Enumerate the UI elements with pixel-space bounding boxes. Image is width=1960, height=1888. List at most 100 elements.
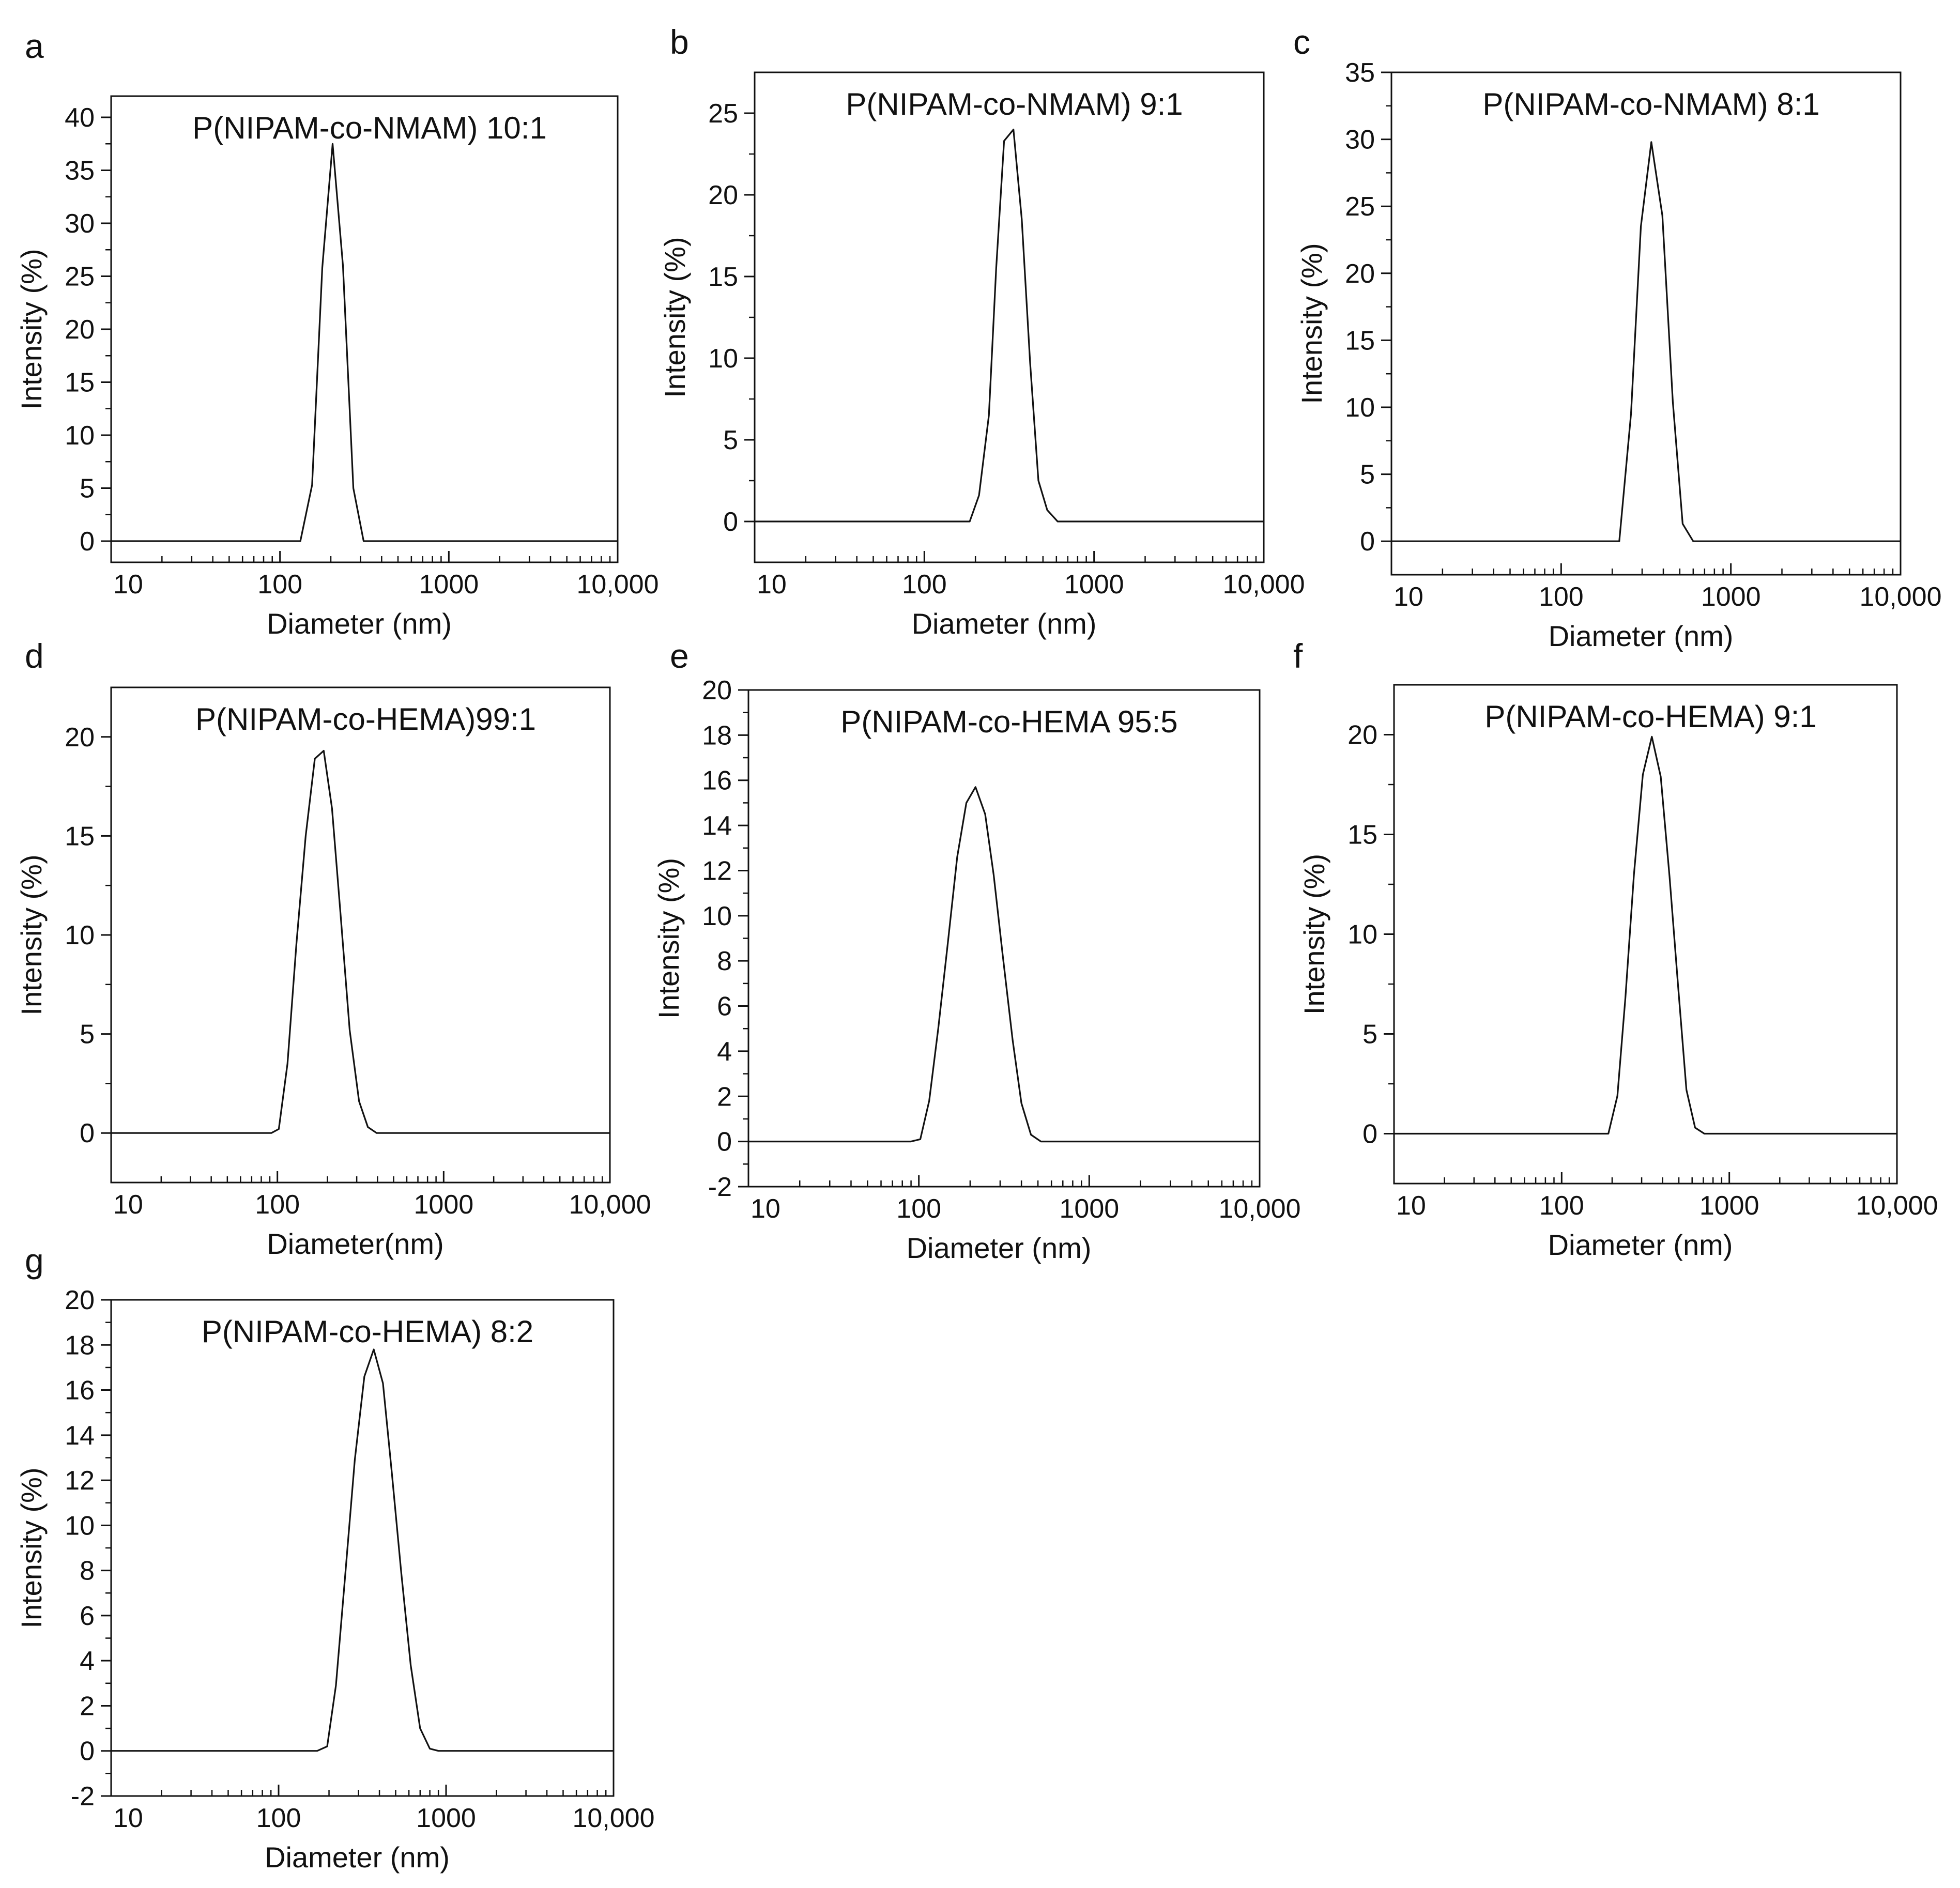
- y-tick-label: 2: [80, 1691, 95, 1721]
- y-tick-label: 40: [65, 103, 95, 133]
- x-tick-label: 1000: [414, 1190, 473, 1220]
- x-tick-label: 10,000: [1856, 1191, 1938, 1221]
- y-tick-label: 0: [1360, 527, 1375, 557]
- panel-e: e 10 100 1000 10,000 -2 0 2 4 6 8 10 12 14 16 18 20 Diame…: [652, 637, 1301, 1264]
- x-tick-label: 10: [1396, 1191, 1426, 1221]
- y-axis-title: Intensity (%): [15, 249, 48, 409]
- y-tick-label: 14: [702, 811, 732, 841]
- y-tick-label: 8: [80, 1556, 95, 1586]
- x-tick-label: 100: [1539, 582, 1584, 612]
- chart-title: P(NIPAM-co-HEMA) 8:2: [202, 1314, 533, 1349]
- y-tick-label: 18: [702, 720, 732, 750]
- x-tick-label: 10,000: [569, 1190, 651, 1220]
- y-tick-label: 20: [65, 1285, 95, 1315]
- y-tick-label: 12: [65, 1466, 95, 1496]
- x-tick-label: 10: [113, 570, 143, 600]
- chart-title: P(NIPAM-co-HEMA)99:1: [195, 702, 536, 736]
- x-axis-title: Diameter (nm): [1549, 620, 1734, 652]
- x-tick-label: 100: [257, 570, 302, 600]
- y-axis-title: Intensity (%): [1298, 854, 1330, 1015]
- y-tick-label: 30: [1345, 125, 1375, 155]
- x-tick-label: 10,000: [1859, 582, 1941, 612]
- panel-letter: a: [25, 27, 44, 65]
- series-line: [755, 129, 1264, 523]
- y-tick-label: 8: [717, 946, 732, 976]
- y-tick-label: 20: [1348, 720, 1377, 750]
- y-tick-label: 4: [80, 1646, 95, 1676]
- series-line: [111, 143, 618, 542]
- series-line: [1394, 735, 1897, 1135]
- y-tick-label: -2: [708, 1172, 732, 1202]
- y-tick-label: 25: [1345, 192, 1375, 222]
- y-tick-label: 15: [1345, 326, 1375, 356]
- y-axis-title: Intensity (%): [1295, 243, 1328, 404]
- x-tick-label: 1000: [419, 570, 479, 600]
- y-tick-label: 14: [65, 1421, 95, 1451]
- x-axis-title: Diameter (nm): [912, 607, 1097, 640]
- y-tick-label: 20: [65, 723, 95, 753]
- y-tick-label: 0: [80, 1118, 95, 1148]
- y-tick-label: 5: [80, 474, 95, 504]
- x-axis-title: Diameter (nm): [907, 1232, 1092, 1264]
- y-tick-label: 35: [1345, 58, 1375, 88]
- panel-letter: b: [670, 23, 689, 61]
- y-tick-label: 5: [1360, 460, 1375, 490]
- panel-letter: d: [25, 637, 44, 675]
- y-tick-label: 10: [65, 1511, 95, 1541]
- y-tick-label: 20: [708, 180, 738, 210]
- y-axis-title: Intensity (%): [652, 858, 685, 1019]
- panel-b: b 10 100 1000 10,000 0 5 10 15 20 25 Diameter (nm) I…: [659, 23, 1305, 640]
- y-tick-label: 0: [723, 507, 738, 537]
- series-line: [111, 1348, 614, 1752]
- y-tick-label: 12: [702, 856, 732, 886]
- y-tick-label: 16: [702, 766, 732, 796]
- y-tick-label: 0: [1362, 1119, 1377, 1149]
- y-tick-label: 10: [65, 421, 95, 451]
- panel-letter: f: [1293, 637, 1303, 675]
- x-tick-label: 100: [255, 1190, 300, 1220]
- chart-title: P(NIPAM-co-NMAM) 9:1: [846, 87, 1183, 121]
- panel-letter: g: [25, 1241, 44, 1280]
- x-axis-title: Diameter(nm): [267, 1227, 443, 1260]
- x-tick-label: 100: [1539, 1191, 1584, 1221]
- y-tick-label: 15: [65, 821, 95, 851]
- y-tick-label: 5: [723, 425, 738, 455]
- panel-letter: e: [670, 637, 689, 675]
- y-axis-title: Intensity (%): [15, 1467, 48, 1628]
- panel-d: d 10 100 1000 10,000 0 5 10 15 20 Diameter(nm) Inte…: [15, 637, 651, 1260]
- y-tick-label: 10: [1348, 920, 1377, 950]
- panel-c: c 10 100 1000 10,000 0 5 10 15 20 25 30 35 Diameter (…: [1293, 23, 1942, 652]
- x-tick-label: 100: [896, 1194, 941, 1224]
- chart-title: P(NIPAM-co-NMAM) 10:1: [192, 111, 547, 145]
- y-tick-label: 25: [65, 262, 95, 292]
- x-axis-title: Diameter (nm): [1548, 1229, 1733, 1261]
- y-tick-label: -2: [71, 1782, 95, 1812]
- panel-a: a 10 100 1000 10,000 0 5 10 15 20 25 30 35 40 Diameter…: [15, 27, 659, 640]
- x-tick-label: 1000: [416, 1803, 476, 1833]
- y-axis-title: Intensity (%): [659, 237, 691, 397]
- y-tick-label: 6: [717, 992, 732, 1022]
- x-tick-label: 10,000: [572, 1803, 654, 1833]
- y-tick-label: 5: [1362, 1020, 1377, 1050]
- x-axis-title: Diameter (nm): [267, 607, 452, 640]
- y-tick-label: 10: [1345, 393, 1375, 423]
- panel-letter: c: [1293, 23, 1310, 61]
- y-tick-label: 35: [65, 156, 95, 186]
- panel-g: g 10 100 1000 10,000 -2 0 2 4 6 8 10 12 14 16 18 20 Diame…: [15, 1241, 655, 1874]
- y-tick-label: 5: [80, 1020, 95, 1050]
- y-tick-label: 15: [708, 262, 738, 292]
- y-axis-title: Intensity (%): [15, 854, 48, 1015]
- chart-title: P(NIPAM-co-HEMA) 9:1: [1484, 699, 1816, 734]
- x-tick-label: 100: [256, 1803, 301, 1833]
- y-tick-label: 0: [717, 1127, 732, 1157]
- x-tick-label: 10: [113, 1803, 143, 1833]
- y-tick-label: 30: [65, 209, 95, 239]
- chart-title: P(NIPAM-co-HEMA 95:5: [840, 704, 1177, 739]
- x-tick-label: 100: [902, 570, 947, 600]
- y-tick-label: 20: [702, 676, 732, 705]
- series-line: [111, 749, 610, 1134]
- y-tick-label: 2: [717, 1082, 732, 1112]
- series-line: [748, 786, 1260, 1143]
